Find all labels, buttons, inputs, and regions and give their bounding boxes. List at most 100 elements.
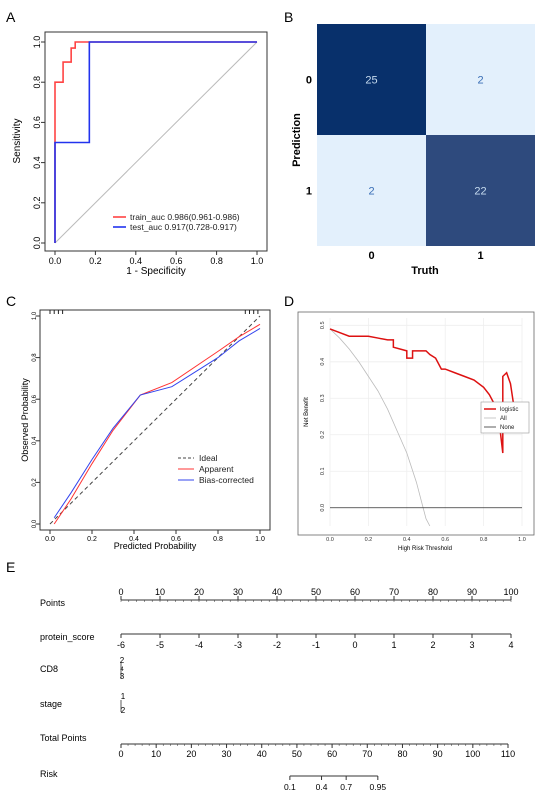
confusion-y-category: 1 xyxy=(306,186,312,198)
decision-curve-panel: 0.0 0.2 0.4 0.6 0.8 1.0 0.0 0.1 0.2 0.3 0.4 0.5 Hi… xyxy=(297,311,535,552)
nomogram-tick-label-protein-score: -5 xyxy=(156,640,164,650)
nomogram-tick-label-total-points: 100 xyxy=(465,749,480,759)
nomogram-level-cd8: 4 xyxy=(120,667,124,673)
roc-x-tick-label: 0.2 xyxy=(89,256,102,266)
nomogram-tick-label-protein-score: 0 xyxy=(352,640,357,650)
calibration-x-tick-label: 0.6 xyxy=(171,536,181,543)
nomogram-tick-label-total-points: 10 xyxy=(151,749,161,759)
nomogram-level-stage: 2 xyxy=(121,706,126,715)
roc-x-tick-label: 0.8 xyxy=(210,256,223,266)
confusion-x-category: 0 xyxy=(368,250,374,262)
decision-curve-all xyxy=(329,328,431,527)
decision-curve-x-tick-label: 1.0 xyxy=(518,537,526,543)
calibration-x-tick-label: 0.2 xyxy=(87,536,97,543)
roc-x-tick-label: 0.6 xyxy=(170,256,183,266)
roc-legend-entry: train_auc 0.986(0.961-0.986) xyxy=(130,212,240,222)
nomogram-tick-label-points: 20 xyxy=(194,587,204,597)
panel-label-c: C xyxy=(6,293,16,309)
nomogram-tick-label-protein-score: -3 xyxy=(234,640,242,650)
decision-curve-y-ticks: 0.0 0.1 0.2 0.3 0.4 0.5 xyxy=(320,321,326,511)
calibration-curve-bias-corrected xyxy=(53,328,261,519)
roc-legend: train_auc 0.986(0.961-0.986)test_auc 0.9… xyxy=(113,212,240,232)
nomogram-tick-label-protein-score: 2 xyxy=(430,640,435,650)
decision-curve-y-axis-label: Net Benefit xyxy=(304,397,310,427)
nomogram-tick-label-risk: 0.95 xyxy=(370,782,387,792)
decision-curve-y-tick-label: 0.2 xyxy=(320,431,326,439)
roc-y-ticks: 0.0 0.2 0.4 0.6 0.8 1.0 xyxy=(32,36,45,250)
decision-curve-x-tick-label: 0.4 xyxy=(403,537,411,543)
calibration-legend-entry: Bias-corrected xyxy=(199,475,254,485)
roc-x-tick-label: 1.0 xyxy=(251,256,264,266)
nomogram-tick-label-total-points: 20 xyxy=(186,749,196,759)
confusion-cell xyxy=(426,135,535,246)
nomogram-label-points: Points xyxy=(40,598,66,608)
nomogram-label-risk: Risk xyxy=(40,769,58,779)
decision-curve-x-tick-label: 0.8 xyxy=(480,537,488,543)
nomogram-level-cd8: 3 xyxy=(120,672,125,681)
confusion-x-category: 1 xyxy=(477,250,483,262)
nomogram-tick-label-points: 0 xyxy=(118,587,123,597)
nomogram-tick-label-points: 10 xyxy=(155,587,165,597)
decision-curve-legend-box xyxy=(480,401,530,434)
calibration-y-tick-label: 1.0 xyxy=(32,311,38,320)
confusion-cell-value: 22 xyxy=(474,186,486,198)
calibration-x-tick-label: 0.0 xyxy=(45,536,55,543)
roc-y-tick-label: 0.4 xyxy=(32,156,42,169)
nomogram-tick-label-protein-score: -2 xyxy=(273,640,281,650)
nomogram-tick-label-points: 70 xyxy=(389,587,399,597)
calibration-x-axis-label: Predicted Probability xyxy=(114,541,197,551)
nomogram-tick-label-points: 90 xyxy=(467,587,477,597)
nomogram-tick-label-protein-score: 3 xyxy=(469,640,474,650)
calibration-plot-frame xyxy=(39,309,271,531)
decision-curve-y-tick-label: 0.1 xyxy=(320,467,326,475)
roc-y-tick-label: 0.2 xyxy=(32,197,42,210)
nomogram-tick-label-protein-score: 1 xyxy=(391,640,396,650)
decision-curve-legend-entry: None xyxy=(500,425,515,431)
nomogram-tick-label-total-points: 60 xyxy=(327,749,337,759)
confusion-x-axis-label: Truth xyxy=(411,265,439,277)
roc-y-tick-label: 0.0 xyxy=(32,237,42,250)
roc-y-tick-label: 1.0 xyxy=(32,36,42,49)
calibration-x-tick-label: 0.4 xyxy=(129,536,139,543)
nomogram-tick-label-points: 40 xyxy=(272,587,282,597)
roc-curves xyxy=(54,41,257,243)
decision-curve-y-tick-label: 0.4 xyxy=(320,358,326,366)
decision-curve-legend-entry: logistic xyxy=(500,407,518,413)
calibration-x-tick-label: 0.8 xyxy=(213,536,223,543)
decision-curve-legend-entry: All xyxy=(500,416,507,422)
roc-y-tick-label: 0.8 xyxy=(32,76,42,89)
calibration-x-tick-label: 1.0 xyxy=(255,536,265,543)
roc-panel: 0.0 0.2 0.4 0.6 0.8 1.0 0.0 0.2 0.4 0.6 0.8 1.0 1 … xyxy=(12,31,268,277)
nomogram-tick-label-total-points: 30 xyxy=(222,749,232,759)
decision-curve-x-tick-label: 0.0 xyxy=(326,537,334,543)
roc-reference-line xyxy=(54,41,258,244)
confusion-cell xyxy=(317,135,426,246)
nomogram-label-total-points: Total Points xyxy=(40,733,87,743)
calibration-rug xyxy=(49,310,259,314)
nomogram-tick-label-points: 100 xyxy=(503,587,518,597)
roc-x-tick-label: 0.4 xyxy=(130,256,143,266)
roc-x-axis-label: 1 - Specificity xyxy=(126,266,185,277)
calibration-y-tick-label: 0.6 xyxy=(32,394,38,403)
decision-curve-x-axis-label: High Risk Threshold xyxy=(398,546,452,552)
nomogram-tick-label-protein-score: -1 xyxy=(312,640,320,650)
nomogram-tick-label-points: 50 xyxy=(311,587,321,597)
roc-plot-frame xyxy=(44,31,268,252)
confusion-cell xyxy=(426,24,535,135)
panel-label-e: E xyxy=(6,559,15,575)
nomogram-tick-label-total-points: 0 xyxy=(118,749,123,759)
roc-curve-train_auc xyxy=(54,41,257,243)
panel-label-a: A xyxy=(6,9,16,25)
calibration-y-tick-label: 0.4 xyxy=(32,436,38,445)
confusion-y-categories: 01 xyxy=(306,75,312,198)
nomogram-tick-label-risk: 0.7 xyxy=(340,782,352,792)
calibration-curve-ideal xyxy=(49,315,261,525)
nomogram-tick-label-risk: 0.1 xyxy=(284,782,296,792)
decision-curve-legend: logistic All None xyxy=(480,401,530,434)
calibration-y-axis-label: Observed Probability xyxy=(20,378,30,462)
nomogram-level-stage: 1 xyxy=(121,692,126,701)
calibration-curve-apparent xyxy=(53,323,261,525)
